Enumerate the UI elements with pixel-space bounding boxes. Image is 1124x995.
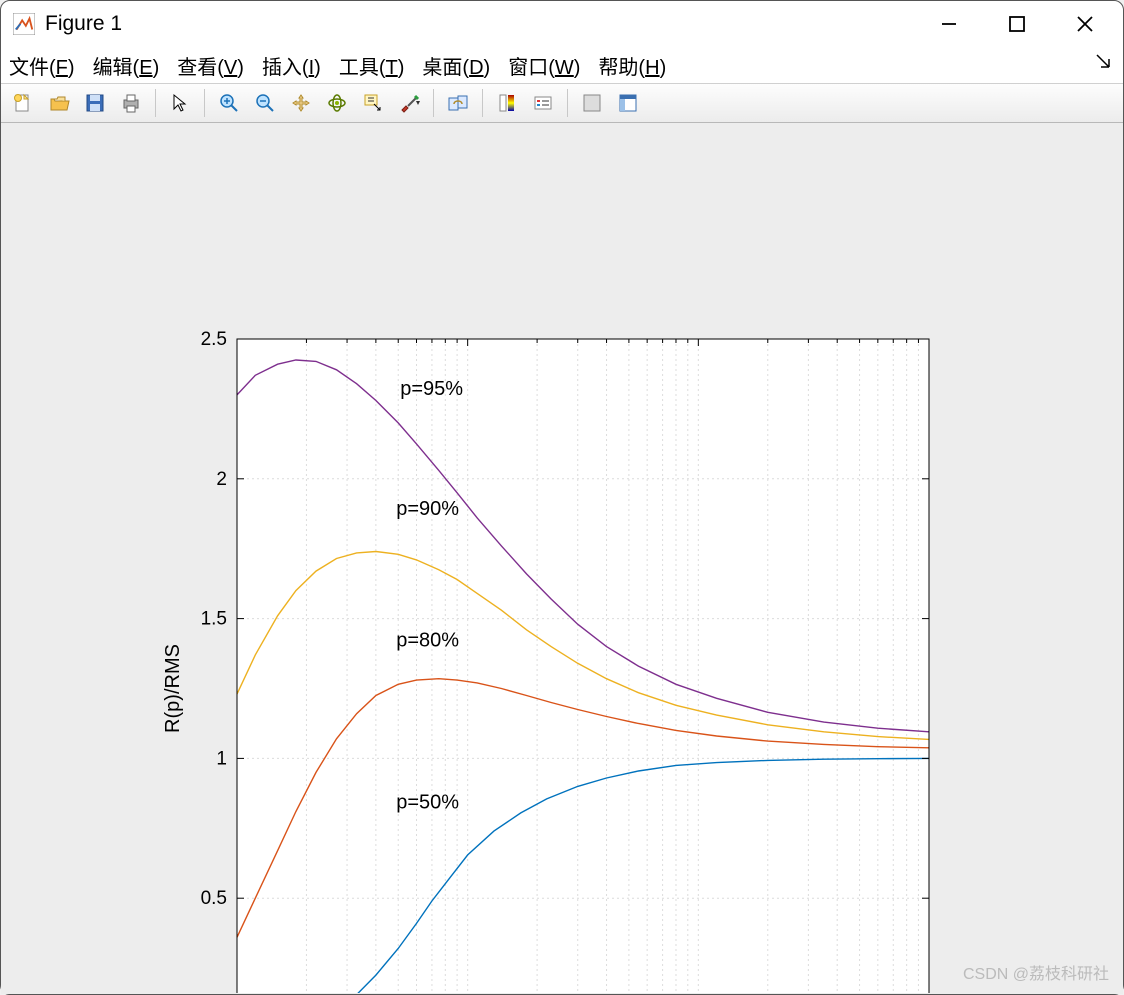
series-annotation: p=80% [396, 630, 459, 652]
brush-icon[interactable] [393, 87, 425, 119]
dock-icon[interactable] [612, 87, 644, 119]
toolbar-separator [567, 89, 568, 117]
pointer-icon[interactable] [164, 87, 196, 119]
hide-plot-icon[interactable] [576, 87, 608, 119]
data-cursor-icon[interactable] [357, 87, 389, 119]
print-icon[interactable] [115, 87, 147, 119]
close-button[interactable] [1051, 1, 1119, 47]
toolbar-separator [433, 89, 434, 117]
menubar: 文件(F) 编辑(E) 查看(V) 插入(I) 工具(T) 桌面(D) 窗口(W) 帮助(H) [1, 47, 1123, 83]
toolbar-separator [155, 89, 156, 117]
toolbar [1, 83, 1123, 123]
series-annotation: p=90% [396, 498, 459, 520]
series-annotation: p=95% [400, 378, 463, 400]
menu-w[interactable]: 窗口(W) [508, 51, 580, 80]
y-tick-label: 2 [216, 469, 227, 490]
minimize-button[interactable] [915, 1, 983, 47]
figure-area: 10-110010110200.511.522.5nR(p)/RMSp=95%p… [1, 123, 1123, 994]
rotate3d-icon[interactable] [321, 87, 353, 119]
menu-t[interactable]: 工具(T) [339, 51, 405, 80]
menu-e[interactable]: 编辑(E) [93, 51, 160, 80]
y-tick-label: 0.5 [201, 888, 227, 909]
figure-window: Figure 1 文件(F) 编辑(E) 查看(V) 插入(I) 工具(T) 桌面(D) 窗… [0, 0, 1124, 995]
toolbar-separator [482, 89, 483, 117]
maximize-button[interactable] [983, 1, 1051, 47]
axes[interactable]: 10-110010110200.511.522.5nR(p)/RMSp=95%p… [1, 123, 1123, 993]
zoom-in-icon[interactable] [213, 87, 245, 119]
window-title: Figure 1 [45, 12, 122, 36]
undock-icon[interactable] [1095, 53, 1113, 71]
colorbar-icon[interactable] [491, 87, 523, 119]
pan-icon[interactable] [285, 87, 317, 119]
menu-h[interactable]: 帮助(H) [598, 51, 666, 80]
zoom-out-icon[interactable] [249, 87, 281, 119]
y-tick-label: 2.5 [201, 329, 227, 350]
new-file-icon[interactable] [7, 87, 39, 119]
legend-icon[interactable] [527, 87, 559, 119]
menu-i[interactable]: 插入(I) [262, 51, 321, 80]
menu-v[interactable]: 查看(V) [177, 51, 244, 80]
matlab-icon [13, 13, 35, 35]
toolbar-separator [204, 89, 205, 117]
menu-f[interactable]: 文件(F) [9, 51, 75, 80]
open-file-icon[interactable] [43, 87, 75, 119]
save-icon[interactable] [79, 87, 111, 119]
titlebar: Figure 1 [1, 1, 1123, 47]
menu-d[interactable]: 桌面(D) [422, 51, 490, 80]
y-tick-label: 1.5 [201, 609, 227, 630]
series-annotation: p=50% [396, 792, 459, 814]
y-tick-label: 1 [216, 748, 227, 769]
y-axis-label: R(p)/RMS [162, 644, 184, 733]
link-axes-icon[interactable] [442, 87, 474, 119]
